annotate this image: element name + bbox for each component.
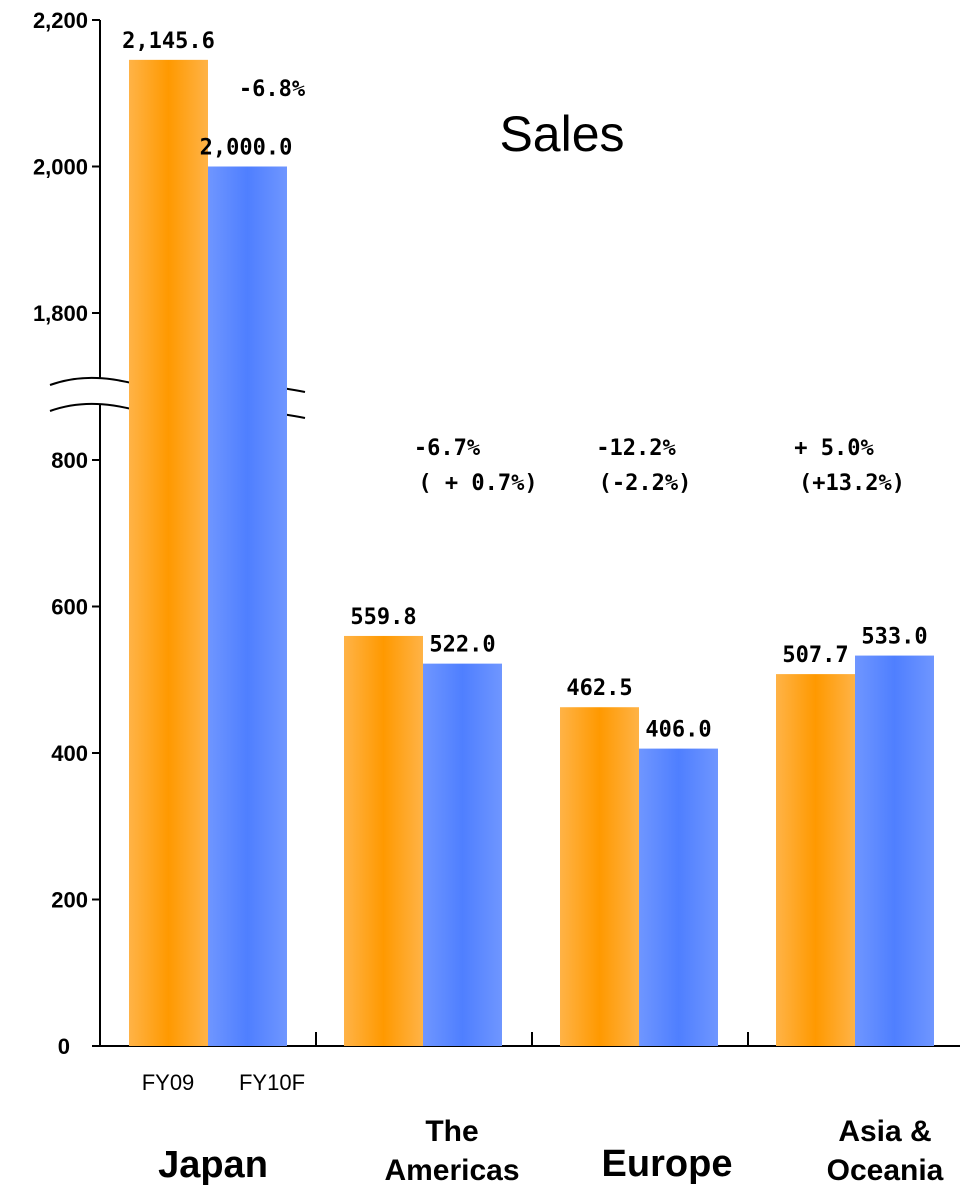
data-label: 2,145.6 — [122, 29, 215, 54]
y-tick-label: 2,200 — [33, 8, 88, 33]
change-label: -6.7% — [414, 436, 481, 461]
y-tick-label: 1,800 — [33, 301, 88, 326]
bar-fy10f-3 — [639, 748, 718, 1046]
change-label: + 5.0% — [794, 436, 874, 461]
y-tick-label: 200 — [51, 888, 88, 913]
bars — [129, 59, 934, 1046]
data-label: 522.0 — [429, 633, 495, 658]
y-tick-label: 0 — [58, 1034, 70, 1059]
data-label: 559.8 — [350, 605, 416, 630]
chart-title: Sales — [499, 106, 624, 162]
bar-fy10f-1 — [208, 166, 287, 1046]
change-label: ( + 0.7%) — [418, 471, 537, 496]
y-tick-label: 2,000 — [33, 155, 88, 180]
y-tick-label: 600 — [51, 595, 88, 620]
y-tick-label: 800 — [51, 448, 88, 473]
data-label: 462.5 — [566, 676, 632, 701]
change-label: (+13.2%) — [799, 471, 905, 496]
series-label-fy09: FY09 — [142, 1070, 195, 1095]
bar-fy09-4 — [776, 674, 855, 1046]
y-tick-label: 400 — [51, 741, 88, 766]
series-label-fy10f: FY10F — [239, 1070, 305, 1095]
bar-fy09-3 — [560, 707, 639, 1046]
change-label: -12.2% — [596, 436, 676, 461]
data-label: 533.0 — [861, 625, 927, 650]
change-label: -6.8% — [239, 77, 306, 102]
bar-fy10f-4 — [855, 655, 934, 1046]
category-label: Japan — [158, 1144, 268, 1186]
bar-fy09-1 — [129, 59, 208, 1046]
data-label: 507.7 — [782, 643, 848, 668]
category-label: Oceania — [827, 1154, 944, 1187]
category-label: Americas — [384, 1154, 519, 1187]
labels: 2,145.6 2,000.0 559.8 522.0 462.5 406.0 507.7 5… — [122, 29, 944, 1187]
change-label: (-2.2%) — [599, 471, 692, 496]
category-label: Asia & — [838, 1115, 931, 1148]
category-label: The — [425, 1115, 478, 1148]
bar-fy10f-2 — [423, 663, 502, 1046]
data-label: 406.0 — [645, 718, 711, 743]
category-label: Europe — [602, 1143, 733, 1185]
data-label: 2,000.0 — [200, 136, 293, 161]
bar-fy09-2 — [344, 635, 423, 1046]
